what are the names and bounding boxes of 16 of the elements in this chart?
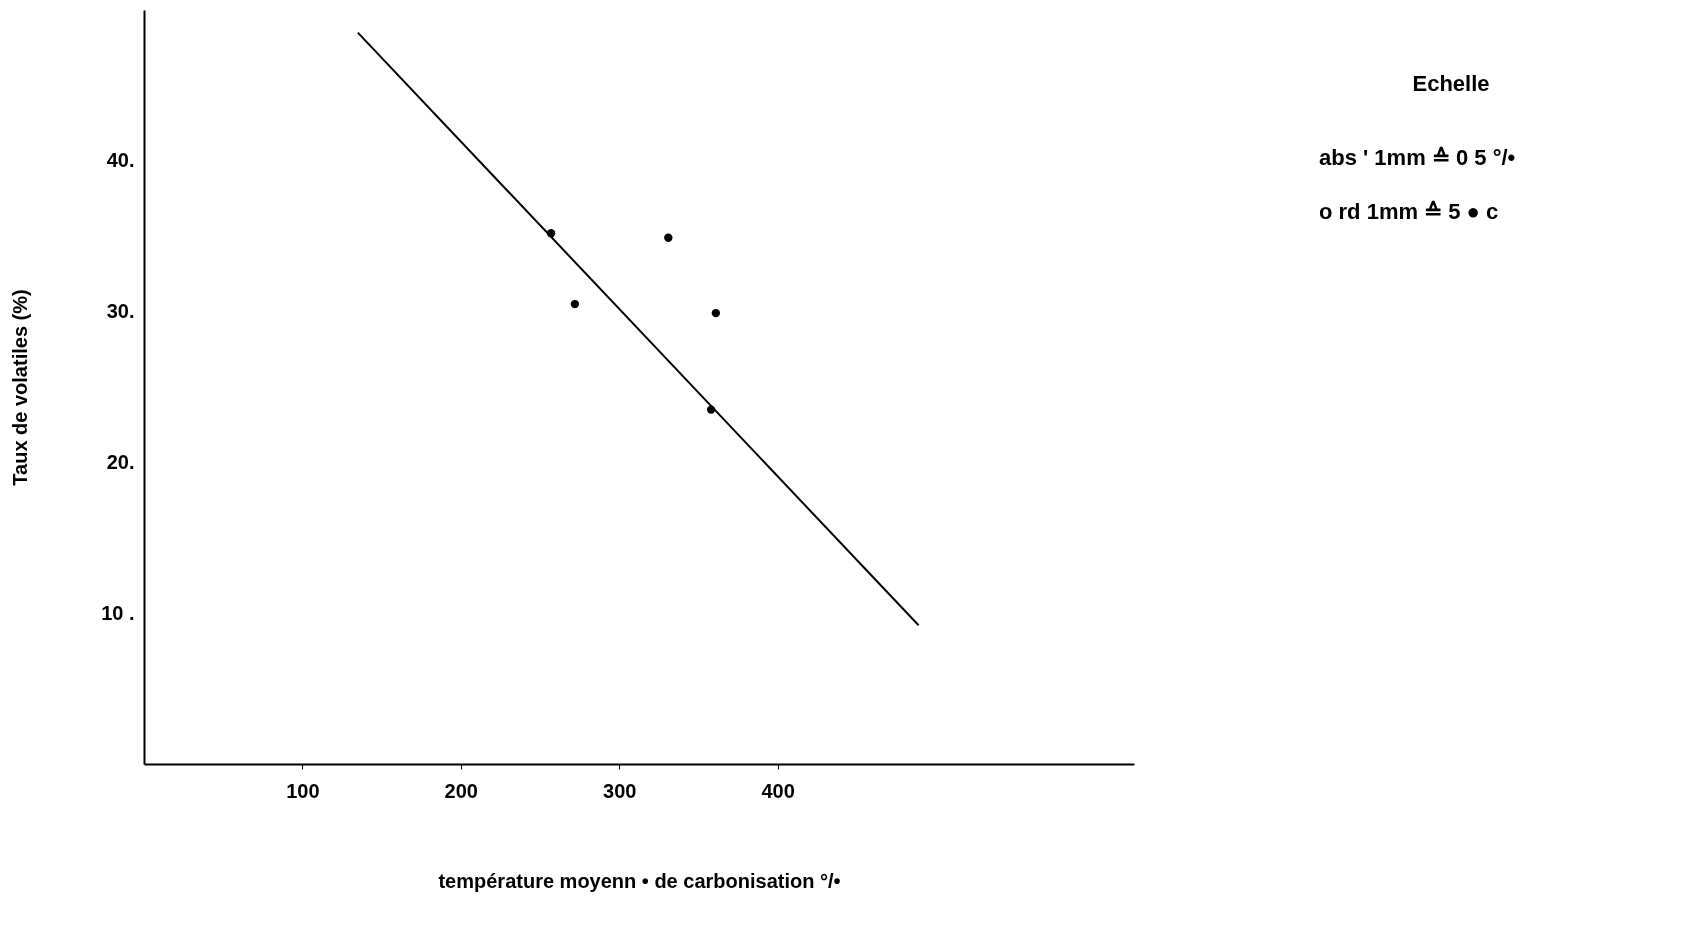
y-axis-title: Taux de volatiles (%) (9, 289, 32, 486)
x-tick-label: 200 (444, 779, 478, 802)
y-tick-label: 10 . (101, 601, 135, 624)
text: o rd 1mm ≙ 5 ● c (1319, 199, 1499, 224)
x-axis-title: température moyenn • de carbonisation °/• (438, 869, 841, 892)
text: Echelle (1412, 71, 1490, 96)
point (664, 233, 673, 242)
x-tick-label: 300 (603, 779, 637, 802)
y-tick-label: 20. (106, 450, 135, 473)
x-tick-label: 400 (761, 779, 795, 802)
y-tick-label: 30. (106, 300, 135, 323)
point (711, 308, 721, 318)
point (570, 299, 580, 309)
text: abs ' 1mm ≙ 0 5 °/• (1319, 145, 1516, 170)
y-tick-label: 40. (106, 149, 135, 172)
x-tick-label: 100 (286, 779, 320, 802)
